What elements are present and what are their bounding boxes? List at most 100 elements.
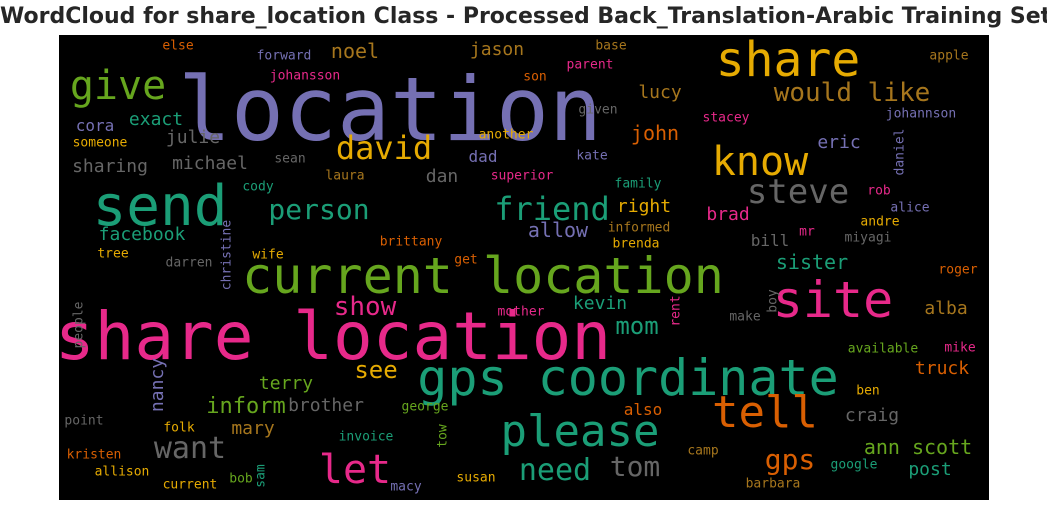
word-george: george: [401, 399, 449, 415]
wordcloud-canvas: location share location current location gp…: [59, 35, 989, 500]
word-facebook: facebook: [98, 224, 186, 245]
word-darren: darren: [165, 255, 213, 271]
word-jason: jason: [469, 39, 525, 60]
word-boy: boy: [765, 289, 781, 313]
word-gps: gps: [764, 443, 816, 476]
word-see: see: [354, 356, 398, 384]
word-tom: tom: [609, 450, 661, 483]
word-let: let: [318, 447, 392, 493]
word-bob: bob: [229, 471, 253, 487]
word-brenda: brenda: [612, 236, 660, 252]
word-brittany: brittany: [379, 234, 443, 250]
word-craig: craig: [844, 405, 900, 426]
chart-title: WordCloud for share_location Class - Pro…: [0, 4, 1047, 29]
word-kate: kate: [576, 148, 608, 164]
word-make: make: [729, 309, 761, 325]
word-mike: mike: [944, 340, 976, 356]
word-available: available: [847, 341, 919, 357]
word-google: google: [830, 457, 878, 473]
word-site: site: [772, 271, 894, 329]
word-right: right: [616, 196, 672, 217]
word-rob: rob: [867, 183, 891, 199]
word-johansson: johansson: [269, 68, 341, 84]
word-barbara: barbara: [745, 476, 801, 492]
word-alice: alice: [890, 200, 930, 216]
word-inform: inform: [206, 394, 286, 419]
word-mother: mother: [497, 304, 545, 320]
word-daniel: daniel: [892, 128, 908, 176]
word-nancy: nancy: [147, 357, 168, 413]
word-tow: tow: [435, 424, 451, 448]
word-eric: eric: [817, 132, 861, 153]
word-johannson: johannson: [885, 106, 957, 122]
word-john: john: [630, 121, 680, 145]
word-christine: christine: [219, 219, 235, 291]
word-sam: sam: [253, 464, 269, 488]
word-roger: roger: [938, 262, 978, 278]
word-want: want: [153, 431, 227, 466]
word-dad: dad: [468, 147, 498, 166]
word-give: give: [69, 63, 167, 109]
word-point: point: [64, 413, 104, 429]
word-dan: dan: [425, 166, 459, 187]
word-macy: macy: [390, 479, 422, 495]
word-send: send: [92, 174, 228, 239]
word-tell: tell: [712, 387, 818, 438]
word-julie: julie: [165, 127, 221, 148]
word-else: else: [162, 38, 194, 54]
word-tree: tree: [97, 246, 129, 262]
word-terry: terry: [258, 373, 314, 394]
word-kevin: kevin: [572, 293, 628, 314]
word-share-location: share location: [59, 298, 612, 375]
word-gps-coordinate: gps coordinate: [417, 349, 839, 407]
word-andre: andre: [860, 214, 900, 230]
word-current-location: current location: [242, 247, 724, 305]
word-base: base: [595, 38, 627, 54]
word-cody: cody: [242, 179, 274, 195]
word-susan: susan: [456, 470, 496, 486]
word-invoice: invoice: [338, 429, 394, 445]
word-stacey: stacey: [702, 110, 750, 126]
word-bill: bill: [750, 231, 790, 250]
word-brad: brad: [706, 204, 750, 225]
word-friend: friend: [494, 190, 610, 228]
word-please: please: [500, 406, 660, 457]
word-wife: wife: [252, 247, 284, 263]
word-know: know: [711, 139, 809, 185]
word-exact: exact: [128, 109, 184, 130]
word-parent: parent: [566, 57, 614, 73]
word-mary: mary: [231, 418, 275, 439]
word-another: another: [478, 127, 534, 143]
word-miyagi: miyagi: [844, 230, 892, 246]
word-sharing: sharing: [72, 156, 148, 177]
word-son: son: [523, 69, 547, 85]
word-family: family: [614, 176, 662, 192]
word-given: given: [578, 102, 618, 118]
word-camp: camp: [687, 443, 719, 459]
word-allison: allison: [94, 464, 150, 480]
word-superior: superior: [490, 168, 554, 184]
word-mom: mom: [615, 312, 659, 340]
word-david: david: [335, 129, 433, 167]
word-person: person: [268, 193, 370, 226]
word-lucy: lucy: [638, 82, 682, 103]
word-forward: forward: [256, 48, 312, 64]
word-post: post: [908, 459, 952, 480]
word-truck: truck: [914, 358, 970, 379]
word-steve: steve: [746, 172, 850, 212]
word-noel: noel: [330, 39, 380, 63]
word-ann-scott: ann scott: [863, 435, 973, 459]
word-laura: laura: [325, 168, 365, 184]
word-alba: alba: [924, 298, 968, 319]
word-show: show: [333, 292, 397, 322]
word-kristen: kristen: [66, 447, 122, 463]
word-cora: cora: [75, 116, 115, 135]
word-current: current: [162, 477, 218, 493]
word-location: location: [178, 58, 602, 161]
word-people: people: [71, 301, 87, 349]
word-mr: mr: [799, 224, 815, 240]
word-someone: someone: [72, 135, 128, 151]
word-ben: ben: [856, 383, 880, 399]
word-allow: allow: [527, 218, 589, 242]
word-michael: michael: [172, 153, 248, 174]
